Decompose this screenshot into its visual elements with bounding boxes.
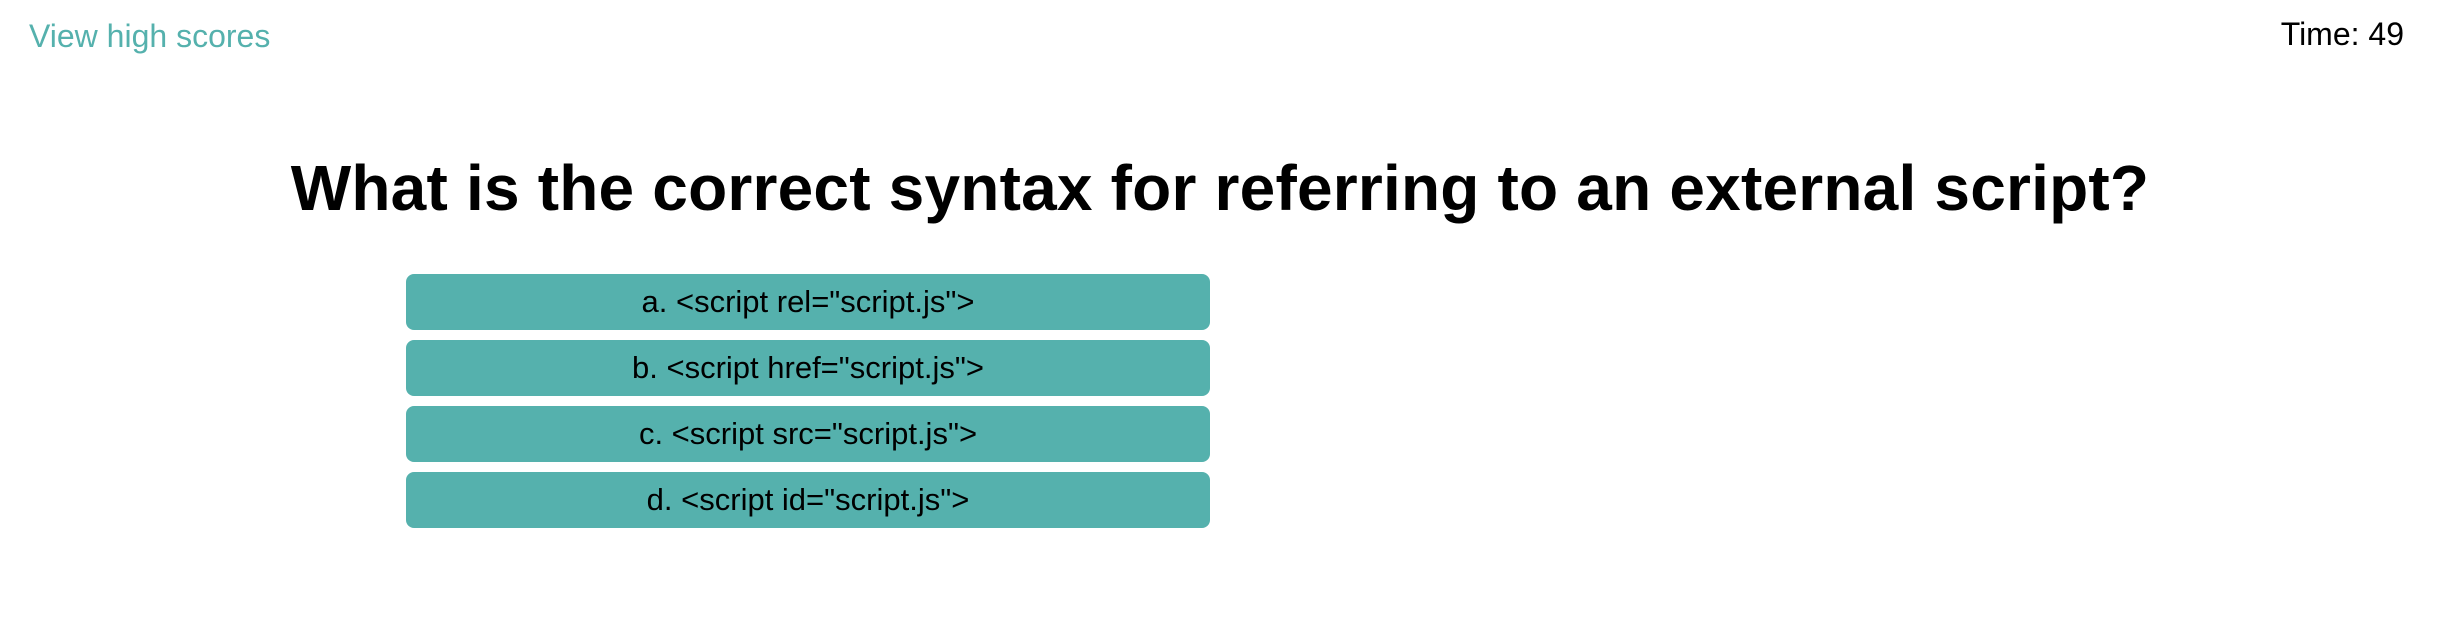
answer-button-d[interactable]: d. <script id="script.js"> [406, 472, 1210, 528]
answer-list: a. <script rel="script.js"> b. <script h… [406, 274, 1210, 528]
answer-button-b[interactable]: b. <script href="script.js"> [406, 340, 1210, 396]
timer-display: Time: 49 [2280, 16, 2404, 52]
view-high-scores-link[interactable]: View high scores [29, 18, 271, 54]
question-title: What is the correct syntax for referring… [290, 152, 2150, 224]
answer-button-a[interactable]: a. <script rel="script.js"> [406, 274, 1210, 330]
answer-button-c[interactable]: c. <script src="script.js"> [406, 406, 1210, 462]
